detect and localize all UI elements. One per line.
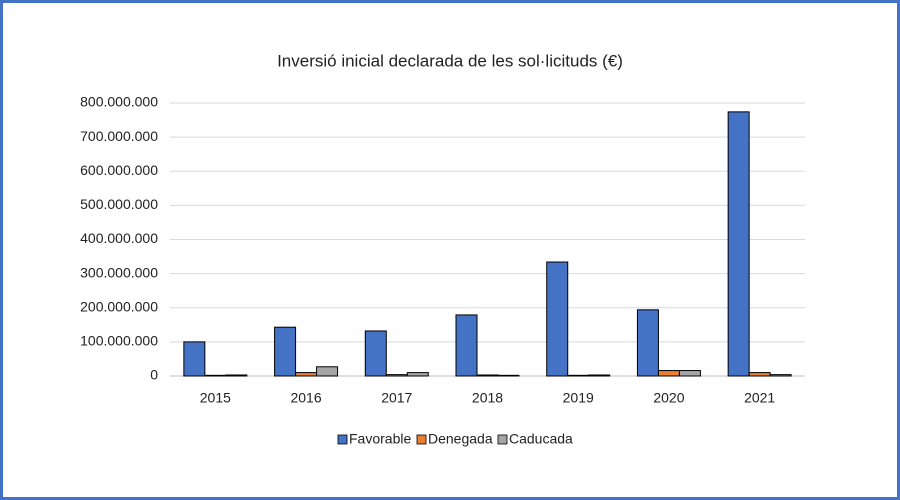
bar <box>406 372 429 377</box>
bar <box>385 374 408 377</box>
bar <box>727 111 750 377</box>
legend-label: Favorable <box>349 431 411 447</box>
bar <box>183 341 206 377</box>
y-tick-label: 100.000.000 <box>80 333 158 349</box>
y-tick-label: 700.000.000 <box>80 128 158 144</box>
bar <box>769 374 792 377</box>
y-tick-label: 500.000.000 <box>80 196 158 212</box>
x-tick-label: 2016 <box>290 390 321 406</box>
legend-swatch <box>497 434 508 445</box>
y-tick-label: 200.000.000 <box>80 298 158 314</box>
bar <box>316 366 339 377</box>
bar <box>636 309 659 377</box>
legend-label: Caducada <box>509 431 573 447</box>
bar <box>476 374 499 377</box>
bar <box>678 370 701 377</box>
bar <box>364 330 387 377</box>
x-tick-label: 2018 <box>472 390 503 406</box>
bar <box>657 370 680 377</box>
bar <box>588 374 611 377</box>
bar <box>497 374 520 377</box>
bar <box>274 326 297 377</box>
bar <box>295 372 318 377</box>
y-tick-label: 600.000.000 <box>80 162 158 178</box>
bar <box>225 374 248 377</box>
x-tick-label: 2019 <box>563 390 594 406</box>
chart-title: Inversió inicial declarada de les sol·li… <box>277 51 623 70</box>
legend-swatch <box>337 434 348 445</box>
y-tick-label: 300.000.000 <box>80 264 158 280</box>
x-tick-label: 2015 <box>200 390 231 406</box>
bar <box>748 372 771 377</box>
bar <box>455 314 478 377</box>
x-tick-label: 2020 <box>653 390 684 406</box>
x-tick-label: 2021 <box>744 390 775 406</box>
legend-swatch <box>416 434 427 445</box>
legend-label: Denegada <box>428 431 493 447</box>
y-tick-label: 800.000.000 <box>80 94 158 110</box>
bar <box>204 374 227 377</box>
y-tick-label: 0 <box>150 367 158 383</box>
y-tick-label: 400.000.000 <box>80 230 158 246</box>
bar <box>546 261 569 377</box>
x-tick-label: 2017 <box>381 390 412 406</box>
bar <box>567 374 590 377</box>
